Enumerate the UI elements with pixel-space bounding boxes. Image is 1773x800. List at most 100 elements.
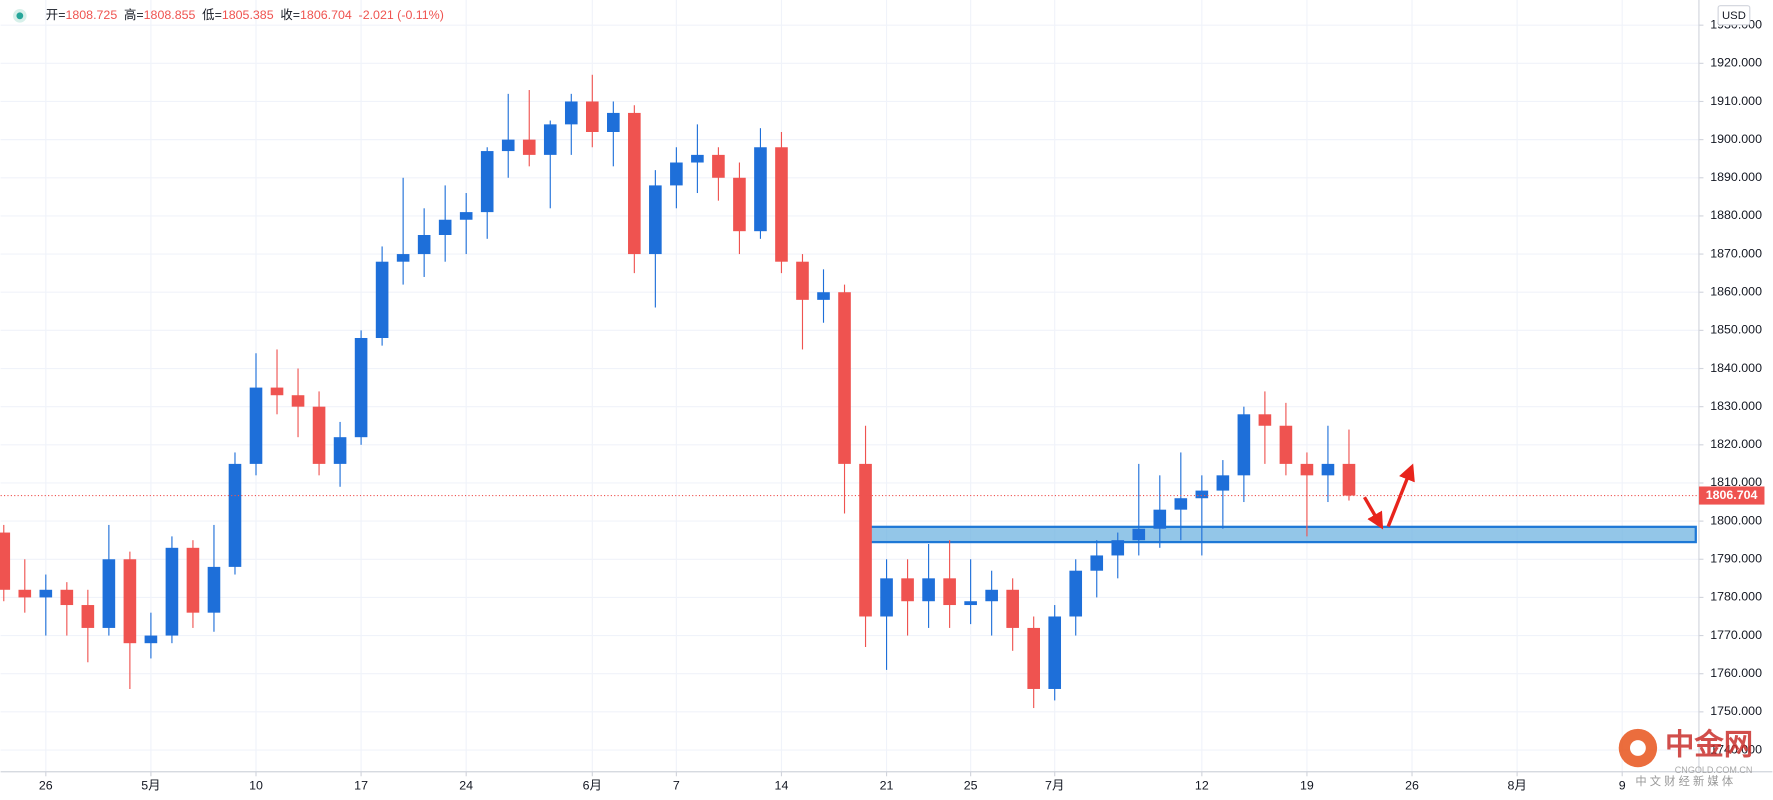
- y-tick-label: 1870.000: [1710, 246, 1762, 260]
- candle-body: [543, 124, 557, 155]
- y-tick-label: 1840.000: [1710, 361, 1762, 375]
- x-tick-label: 12: [1195, 779, 1209, 793]
- candle-body: [712, 154, 725, 178]
- status-dot: [16, 12, 24, 20]
- y-tick-label: 1900.000: [1710, 132, 1762, 146]
- candle-body: [1174, 498, 1188, 510]
- currency: USD: [1722, 10, 1746, 22]
- y-tick-label: 1910.000: [1710, 94, 1762, 108]
- candle-body: [1237, 414, 1251, 476]
- candle-body: [249, 387, 263, 464]
- candle-body: [1258, 414, 1272, 426]
- y-tick-label: 1750.000: [1710, 704, 1762, 718]
- candle-body: [417, 234, 431, 255]
- legend-key: 低=: [202, 8, 222, 22]
- candle-body: [0, 532, 11, 590]
- candle-body: [354, 337, 368, 438]
- arrow-down: [1362, 496, 1384, 530]
- y-tick-label: 1740.000: [1710, 742, 1762, 756]
- candle-body: [901, 578, 914, 602]
- x-tick-label: 14: [775, 779, 789, 793]
- legend-change: -2.021 (-0.11%): [359, 8, 444, 22]
- zone-rect: [864, 525, 1697, 544]
- candle-body: [922, 578, 935, 602]
- candle-body: [1342, 463, 1356, 496]
- candle-body: [522, 139, 536, 155]
- candle-body: [459, 212, 473, 220]
- candle-body: [817, 292, 830, 300]
- candle-body: [501, 139, 515, 152]
- candle-body: [943, 578, 956, 606]
- candle-body: [585, 101, 599, 132]
- candle-body: [838, 292, 851, 464]
- candle-body: [754, 147, 767, 232]
- x-tick-label: 25: [964, 779, 978, 793]
- candle-body: [165, 547, 179, 636]
- candle-body: [18, 589, 32, 598]
- x-tick-label: 7: [673, 779, 680, 793]
- candle-body: [880, 578, 893, 617]
- y-tick-label: 1880.000: [1710, 208, 1762, 222]
- candle-body: [1132, 528, 1146, 541]
- candle-body: [1069, 570, 1083, 617]
- candle-body: [102, 559, 116, 628]
- x-tick-label: 21: [880, 779, 894, 793]
- candle-body: [670, 162, 683, 186]
- y-tick-label: 1860.000: [1710, 285, 1762, 299]
- legend-value: 1805.385: [222, 8, 274, 22]
- candle-body: [1195, 490, 1209, 499]
- candle-body: [607, 112, 620, 132]
- last-price-tag: [1698, 486, 1765, 505]
- y-tick-label: 1850.000: [1710, 323, 1762, 337]
- y-tick-label: 1760.000: [1710, 666, 1762, 680]
- x-tick-label: 8月: [1507, 779, 1526, 793]
- candle-body: [1006, 589, 1019, 628]
- legend-value: 1808.725: [65, 8, 117, 22]
- candle-body: [123, 559, 137, 644]
- candle-body: [375, 261, 389, 338]
- y-tick-label: 1820.000: [1710, 437, 1762, 451]
- candle-body: [480, 151, 494, 213]
- last-price-label: 1806.704: [1706, 488, 1758, 502]
- candle-body: [564, 101, 578, 125]
- candle-body: [186, 547, 200, 613]
- candle-body: [649, 185, 662, 255]
- candle-body: [144, 635, 158, 644]
- candle-body: [691, 154, 704, 163]
- arrow-up: [1386, 463, 1415, 528]
- x-tick-label: 6月: [583, 779, 602, 793]
- candle-body: [207, 566, 221, 613]
- candle-body: [396, 254, 410, 262]
- legend-value: 1806.704: [300, 8, 352, 22]
- y-tick-label: 1890.000: [1710, 170, 1762, 184]
- ohlc-legend: 开=1808.725 高=1808.855 低=1805.385 收=1806.704…: [46, 7, 444, 22]
- watermark-logo-inner: [1630, 740, 1646, 756]
- x-tick-label: 24: [459, 779, 473, 793]
- x-tick-label: 5月: [141, 779, 160, 793]
- candle-body: [333, 437, 347, 464]
- x-tick-label: 9: [1619, 779, 1626, 793]
- y-tick-label: 1800.000: [1710, 513, 1762, 527]
- candle-body: [1048, 616, 1062, 689]
- candle-body: [1216, 475, 1230, 491]
- candle-body: [438, 219, 452, 235]
- legend-key: 收=: [280, 8, 300, 22]
- y-tick-label: 1810.000: [1710, 475, 1762, 489]
- candle-body: [291, 395, 305, 407]
- candle-body: [39, 589, 53, 598]
- x-tick-label: 26: [39, 779, 53, 793]
- candle-body: [81, 605, 95, 628]
- legend-value: 1808.855: [144, 8, 196, 22]
- candles: [0, 74, 1356, 709]
- legend: 开=1808.725 高=1808.855 低=1805.385 收=1806.704…: [13, 7, 444, 23]
- candle-body: [60, 589, 74, 606]
- y-tick-label: 1830.000: [1710, 399, 1762, 413]
- legend-key: 高=: [124, 7, 144, 22]
- candle-body: [1321, 463, 1335, 476]
- candle-body: [1090, 555, 1104, 571]
- watermark: 中金网 CNGOLD.COM.CN 中 文 财 经 新 媒 体: [1618, 728, 1753, 788]
- candle-body: [775, 147, 788, 262]
- watermark-slogan: 中 文 财 经 新 媒 体: [1635, 774, 1733, 788]
